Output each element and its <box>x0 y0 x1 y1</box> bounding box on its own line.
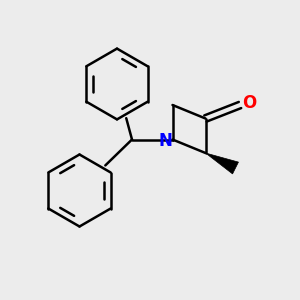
Polygon shape <box>206 153 239 174</box>
Text: O: O <box>242 94 256 112</box>
Text: N: N <box>158 132 172 150</box>
